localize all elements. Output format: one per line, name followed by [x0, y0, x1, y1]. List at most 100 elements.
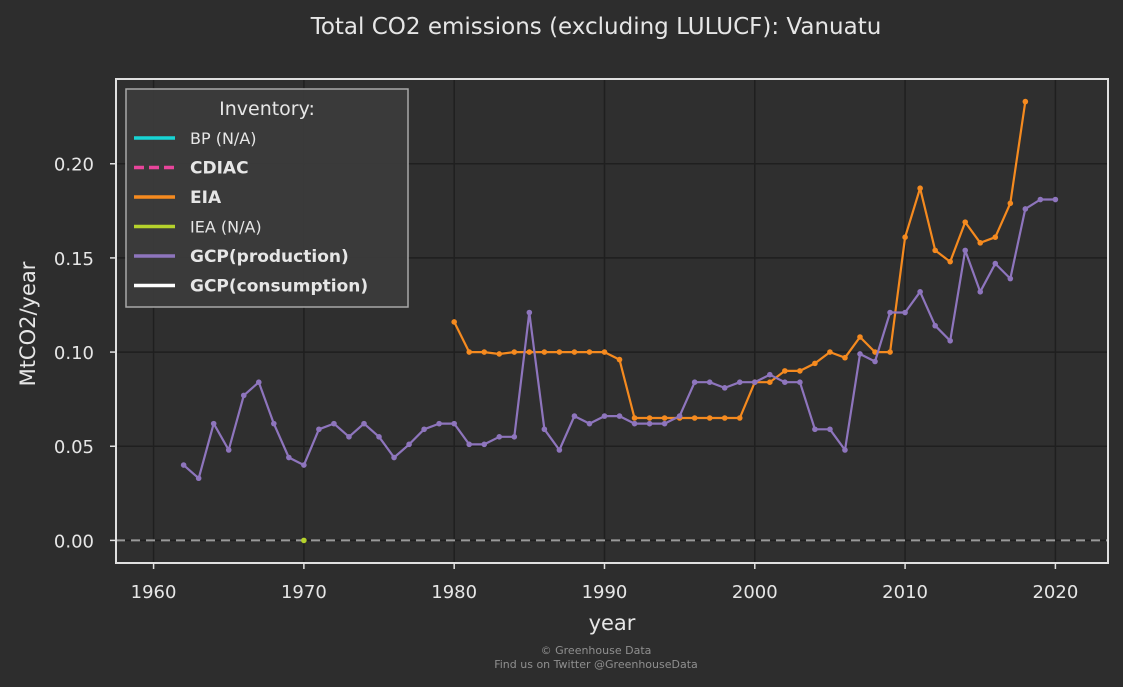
data-point: [947, 258, 953, 265]
data-point: [872, 358, 878, 365]
x-tick-label: 2010: [882, 582, 928, 603]
data-point: [616, 356, 623, 363]
data-point: [691, 379, 698, 386]
legend: Inventory: BP (N/A) CDIAC EIA IEA (N/A) GCP(…: [125, 88, 409, 308]
data-point: [616, 413, 623, 419]
data-point: [782, 368, 788, 374]
data-point: [902, 234, 908, 240]
data-point: [556, 349, 563, 355]
legend-entry-bp-n-a: BP (N/A): [134, 129, 257, 148]
data-point: [917, 289, 923, 295]
data-point: [736, 415, 743, 421]
data-point: [721, 415, 728, 421]
data-point: [631, 420, 638, 427]
data-point: [646, 420, 653, 427]
data-point: [1052, 196, 1059, 203]
data-point: [511, 434, 518, 440]
data-point: [706, 415, 713, 421]
x-tick-label: 1990: [582, 582, 628, 603]
data-point: [947, 337, 953, 344]
data-point: [511, 349, 518, 355]
data-point: [571, 349, 578, 355]
data-point: [1022, 98, 1029, 105]
data-point: [210, 420, 217, 427]
data-point: [721, 385, 728, 391]
data-point: [827, 349, 833, 355]
data-point: [451, 319, 457, 325]
x-tick-label: 2020: [1032, 582, 1078, 603]
data-point: [466, 349, 473, 355]
data-point: [421, 426, 427, 433]
data-point: [496, 351, 503, 357]
data-point: [481, 441, 488, 448]
data-point: [902, 309, 908, 316]
data-point: [827, 426, 833, 433]
data-point: [601, 413, 608, 419]
chart-title: Total CO2 emissions (excluding LULUCF): …: [310, 14, 882, 40]
data-point: [661, 415, 668, 421]
legend-entry-gcp-production: GCP(production): [134, 247, 349, 267]
data-point: [917, 185, 923, 192]
data-point: [736, 379, 743, 386]
data-point: [496, 434, 503, 440]
data-point: [842, 447, 848, 453]
data-point: [691, 415, 698, 421]
data-point: [286, 454, 292, 461]
legend-entry-cdiac: CDIAC: [134, 159, 249, 179]
y-tick-label: 0.00: [54, 531, 94, 552]
data-point: [271, 420, 277, 427]
credit-line-1: © Greenhouse Data: [541, 644, 652, 657]
data-point: [631, 415, 638, 421]
data-point: [932, 247, 938, 254]
series-eia: [451, 98, 1029, 421]
data-point: [361, 420, 367, 427]
legend-label: IEA (N/A): [190, 218, 262, 237]
data-point: [962, 219, 969, 225]
data-point: [992, 260, 999, 267]
data-point: [676, 413, 683, 419]
data-point: [301, 462, 307, 468]
data-point: [646, 415, 653, 421]
data-point: [992, 234, 999, 240]
legend-label: BP (N/A): [190, 129, 257, 148]
data-point: [751, 379, 758, 386]
data-point: [556, 447, 563, 453]
data-point: [767, 371, 773, 378]
data-point: [1007, 275, 1014, 282]
legend-label: GCP(consumption): [190, 277, 368, 297]
data-point: [782, 379, 788, 386]
legend-title: Inventory:: [219, 98, 315, 120]
series-iea-n-a: [301, 537, 307, 544]
data-point: [526, 309, 533, 316]
data-point: [812, 360, 818, 367]
data-point: [195, 475, 202, 482]
x-tick-label: 1970: [281, 582, 327, 603]
x-tick-label: 1980: [431, 582, 477, 603]
legend-entry-gcp-consumption: GCP(consumption): [134, 277, 368, 297]
data-point: [887, 309, 893, 316]
x-axis-label: year: [589, 611, 636, 635]
data-point: [436, 420, 442, 427]
data-point: [601, 349, 608, 355]
data-point: [406, 441, 412, 448]
data-point: [571, 413, 578, 419]
data-point: [1022, 206, 1029, 212]
legend-label: CDIAC: [190, 159, 249, 179]
data-point: [301, 537, 307, 544]
data-point: [977, 240, 984, 246]
plot-frame: [115, 78, 1109, 564]
y-tick-label: 0.10: [54, 343, 94, 364]
y-axis-label: MtCO2/year: [16, 261, 40, 386]
data-point: [391, 454, 397, 461]
data-point: [661, 420, 668, 427]
data-point: [962, 247, 969, 254]
data-point: [346, 434, 352, 440]
data-point: [932, 322, 938, 329]
data-point: [812, 426, 818, 433]
data-point: [255, 379, 262, 386]
data-point: [797, 379, 803, 386]
data-point: [376, 434, 382, 440]
data-point: [857, 351, 863, 357]
data-point: [586, 420, 593, 427]
